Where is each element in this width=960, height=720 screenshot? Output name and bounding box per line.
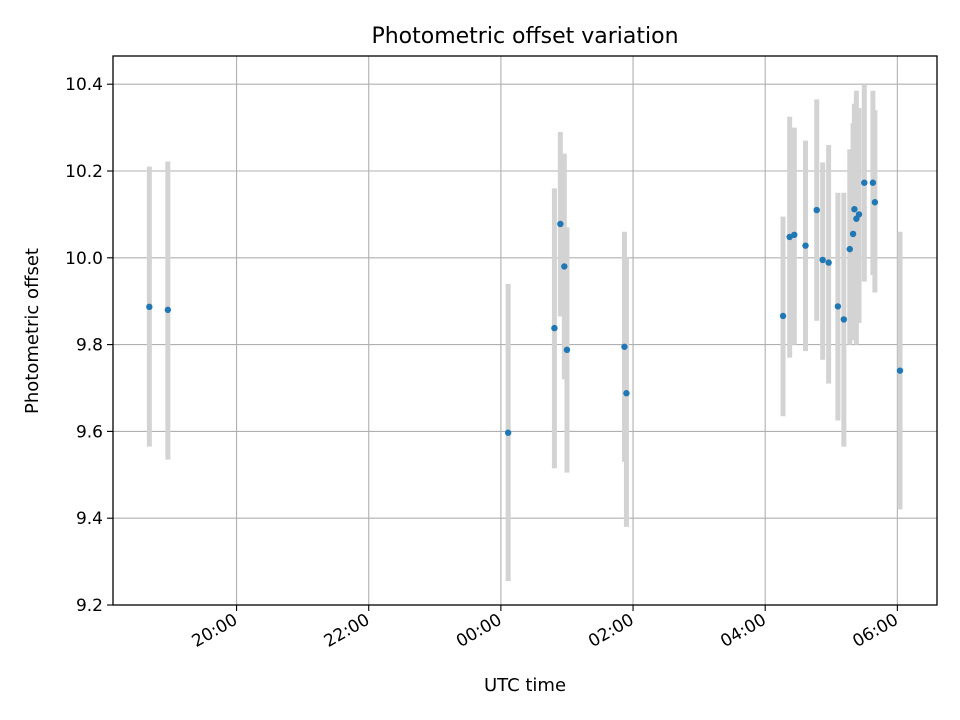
y-tick-label: 9.6: [76, 422, 103, 442]
data-point: [557, 220, 564, 228]
data-point: [146, 303, 153, 311]
data-point: [861, 179, 868, 186]
data-points: [146, 179, 904, 436]
data-point: [551, 324, 558, 332]
x-axis-label: UTC time: [484, 675, 566, 696]
y-tick-label: 9.2: [76, 596, 103, 616]
data-point: [840, 316, 848, 323]
data-point: [813, 206, 820, 214]
y-tick-label: 10.0: [65, 249, 103, 269]
data-point: [896, 367, 904, 374]
y-tick-label: 9.4: [76, 509, 103, 529]
data-point: [834, 303, 842, 310]
data-point: [871, 199, 879, 206]
data-point: [849, 230, 857, 238]
data-point: [819, 256, 826, 264]
data-point: [563, 346, 571, 354]
data-point: [869, 179, 877, 186]
data-point: [855, 211, 863, 218]
data-point: [802, 242, 809, 249]
data-point: [504, 429, 512, 436]
plot-area: [113, 56, 937, 605]
chart-title: Photometric offset variation: [371, 24, 678, 49]
data-point: [791, 231, 798, 239]
data-point: [164, 306, 172, 314]
y-axis-label: Photometric offset: [22, 248, 43, 414]
data-point: [621, 343, 628, 350]
y-axis-ticks: 9.2 9.4 9.6 9.8 10.0 10.2 10.4: [65, 75, 113, 616]
y-tick-label: 10.2: [65, 162, 103, 182]
data-point: [846, 245, 853, 253]
data-point: [825, 259, 832, 266]
data-point: [561, 263, 568, 270]
y-tick-label: 9.8: [76, 336, 103, 356]
y-tick-label: 10.4: [65, 75, 103, 95]
data-point: [779, 312, 787, 320]
data-point: [851, 205, 858, 213]
plot-frame: [112, 55, 938, 606]
data-point: [623, 390, 630, 397]
